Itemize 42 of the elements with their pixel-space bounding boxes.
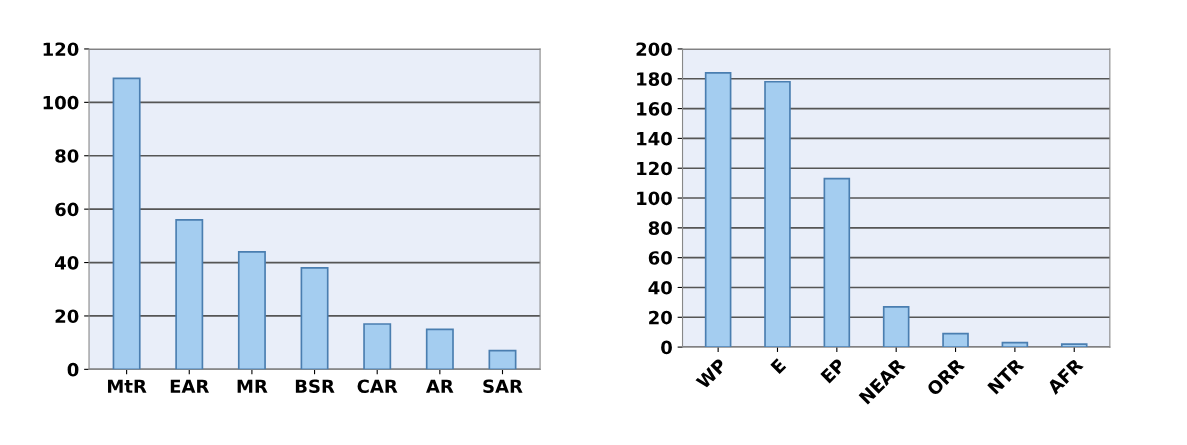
y-tick-label: 80: [648, 221, 672, 235]
y-tick-label: 60: [55, 202, 79, 217]
x-tick-label: SAR: [483, 379, 523, 394]
y-tick-label: 80: [55, 149, 79, 163]
bar: [823, 177, 851, 348]
x-tick-label: E: [770, 358, 787, 375]
y-tick-label: 200: [636, 42, 672, 57]
bar: [704, 71, 732, 348]
bar: [1060, 343, 1088, 348]
y-tick-label: 20: [55, 309, 79, 324]
x-tick-label: AR: [426, 379, 454, 393]
y-tick-label: 100: [637, 191, 672, 206]
x-tick-label: WP: [695, 357, 728, 390]
y-tick-label: 0: [67, 362, 79, 377]
y-tick-label: 40: [54, 256, 79, 270]
y-tick-label: 160: [637, 102, 672, 116]
x-tick-label: BSR: [295, 379, 335, 394]
y-tick-label: 180: [637, 72, 672, 86]
x-tick-label: EAR: [170, 379, 209, 393]
y-tick-label: 140: [637, 131, 672, 146]
y-tick-label: 40: [648, 280, 672, 295]
x-tick-label: EP: [820, 357, 847, 384]
y-tick-label: 120: [43, 42, 79, 57]
bar: [488, 349, 517, 370]
x-tick-label: CAR: [357, 379, 398, 394]
bar: [363, 323, 392, 370]
x-tick-label: MtR: [108, 379, 147, 393]
y-tick-label: 0: [661, 340, 672, 355]
y-tick-label: 120: [637, 161, 672, 176]
x-tick-label: MR: [237, 379, 268, 393]
bar: [175, 218, 204, 370]
bar: [1001, 341, 1029, 348]
bar: [882, 306, 910, 348]
bar: [942, 332, 969, 348]
bar: [300, 267, 329, 370]
y-tick-label: 20: [649, 310, 672, 325]
bar: [112, 77, 141, 370]
y-tick-label: 100: [43, 95, 79, 110]
bar: [764, 80, 791, 348]
y-tick-label: 60: [648, 251, 672, 265]
bar: [237, 251, 266, 370]
bar: [425, 328, 454, 370]
